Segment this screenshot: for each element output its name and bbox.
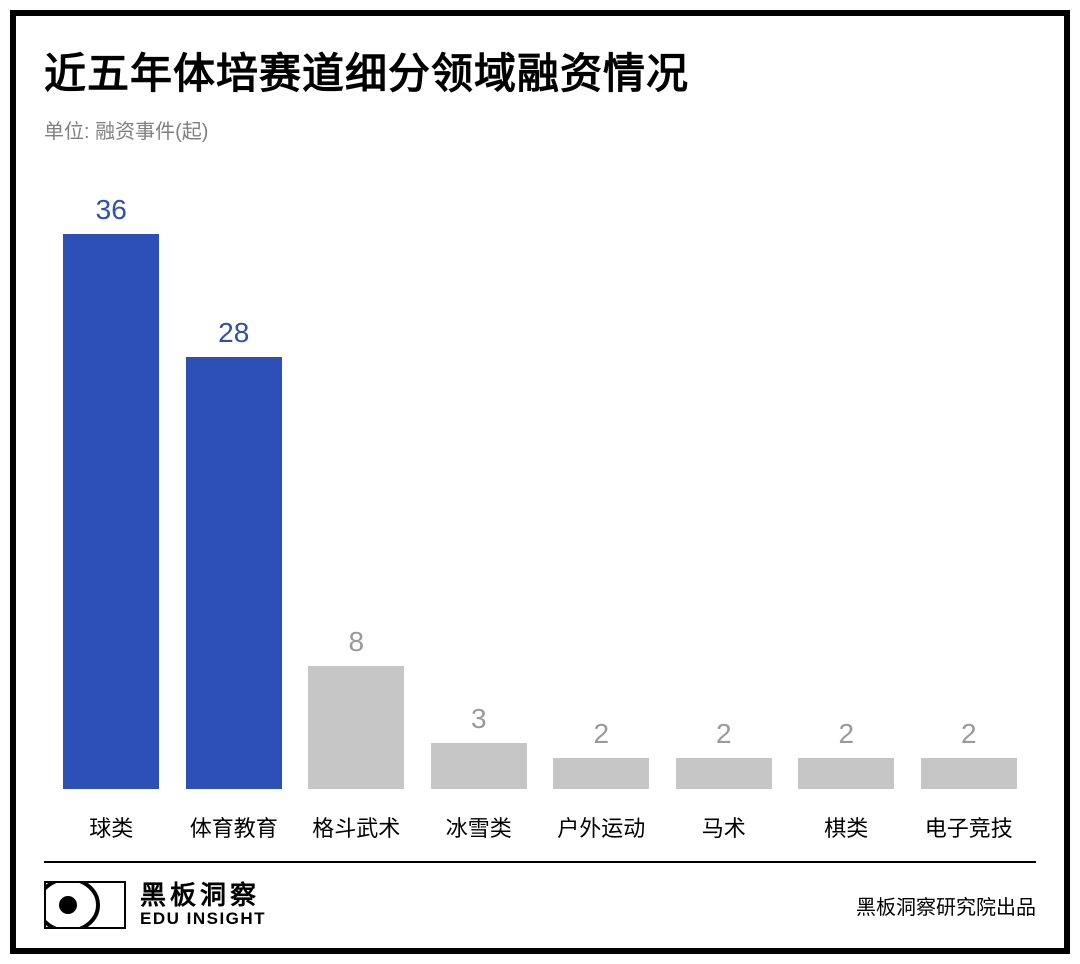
x-axis-label: 棋类	[785, 811, 908, 843]
bar	[431, 743, 527, 789]
bar-group: 36	[50, 194, 173, 789]
bar	[798, 758, 894, 789]
bar	[676, 758, 772, 789]
bar-group: 2	[908, 718, 1031, 789]
bar-value-label: 2	[593, 718, 609, 750]
bar	[308, 666, 404, 789]
bar-group: 2	[663, 718, 786, 789]
chart-subtitle: 单位: 融资事件(起)	[44, 115, 1036, 144]
bar-value-label: 2	[716, 718, 732, 750]
bar-value-label: 2	[961, 718, 977, 750]
eye-icon	[44, 881, 126, 929]
brand-logo: 黑板洞察 EDU INSIGHT	[44, 881, 266, 929]
x-axis-label: 户外运动	[540, 811, 663, 843]
bar-group: 8	[295, 626, 418, 789]
x-axis-label: 格斗武术	[295, 811, 418, 843]
bar	[63, 234, 159, 789]
bar-group: 2	[540, 718, 663, 789]
footer: 黑板洞察 EDU INSIGHT 黑板洞察研究院出品	[44, 881, 1036, 929]
x-axis-label: 体育教育	[173, 811, 296, 843]
brand-name-cn: 黑板洞察	[140, 881, 266, 910]
bar-value-label: 3	[471, 703, 487, 735]
brand-name-en: EDU INSIGHT	[140, 910, 266, 929]
bar-group: 3	[418, 703, 541, 789]
attribution-text: 黑板洞察研究院出品	[856, 891, 1036, 920]
x-axis-label: 球类	[50, 811, 173, 843]
x-axis-label: 电子竞技	[908, 811, 1031, 843]
x-axis-label: 马术	[663, 811, 786, 843]
bar-group: 28	[173, 317, 296, 789]
bar	[921, 758, 1017, 789]
chart-plot-area: 36 28 8 3 2 2 2 2	[44, 194, 1036, 789]
bar	[186, 357, 282, 789]
chart-frame: 近五年体培赛道细分领域融资情况 单位: 融资事件(起) 36 28 8 3 2 2 2 2 球…	[10, 10, 1070, 954]
bar-value-label: 28	[218, 317, 249, 349]
x-axis-label: 冰雪类	[418, 811, 541, 843]
chart-title: 近五年体培赛道细分领域融资情况	[44, 40, 1036, 101]
bar-value-label: 2	[838, 718, 854, 750]
bar-value-label: 36	[96, 194, 127, 226]
bar-group: 2	[785, 718, 908, 789]
bar	[553, 758, 649, 789]
x-axis: 球类体育教育格斗武术冰雪类户外运动马术棋类电子竞技	[44, 797, 1036, 863]
brand-text: 黑板洞察 EDU INSIGHT	[140, 881, 266, 928]
bar-value-label: 8	[348, 626, 364, 658]
